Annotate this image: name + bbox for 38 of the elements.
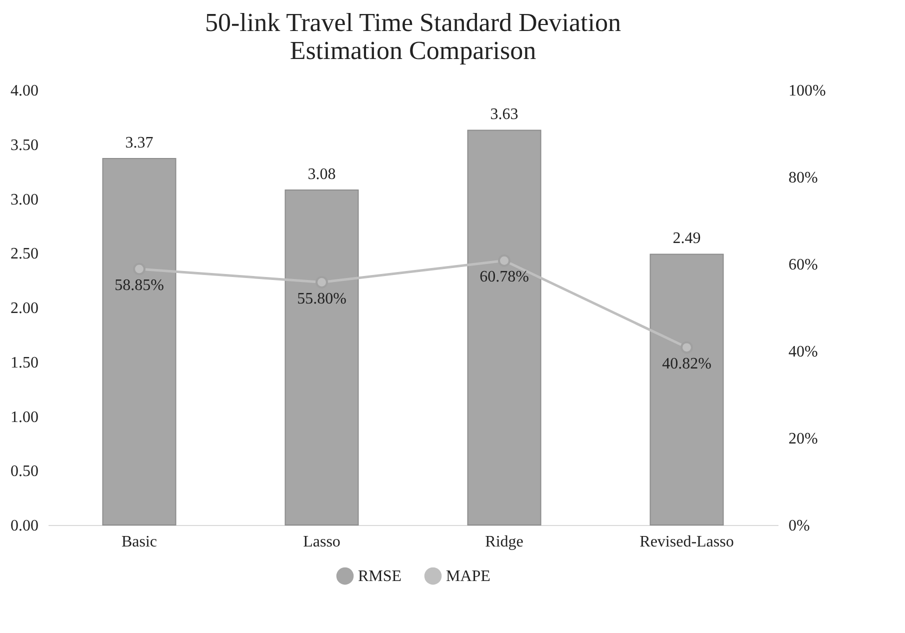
y-tick-label: 4.00 xyxy=(10,82,38,100)
point xyxy=(133,262,146,276)
y-tick-label: 2.50 xyxy=(10,246,38,263)
y-tick-label: 2.00 xyxy=(10,300,38,317)
y2-tick-label: 40% xyxy=(788,344,818,360)
bar xyxy=(284,190,359,526)
y-tick-label: 3.50 xyxy=(10,136,38,154)
chart-title: 50-link Travel Time Standard Deviation Estimation Comparison xyxy=(205,8,621,65)
data-label: 55.80% xyxy=(297,290,346,308)
y-tick-label: 3.00 xyxy=(10,191,38,208)
x-tick-label: Basic xyxy=(121,534,158,550)
x-tick-label: Ridge xyxy=(485,534,524,550)
bar xyxy=(102,158,176,526)
data-label: 40.82% xyxy=(662,355,712,372)
y2-tick-label: 80% xyxy=(788,170,818,186)
legend-label: MAPE xyxy=(446,568,490,586)
data-label: 3.08 xyxy=(308,166,336,184)
bar xyxy=(467,130,542,526)
x-tick-label: Revised-Lasso xyxy=(640,534,734,550)
data-label: 60.78% xyxy=(480,268,529,286)
point xyxy=(680,341,693,354)
y2-tick-label: 0% xyxy=(788,518,810,534)
y2-tick-label: 60% xyxy=(788,256,818,274)
data-label: 3.37 xyxy=(125,134,154,152)
data-label: 3.63 xyxy=(490,106,518,124)
x-tick-label: Lasso xyxy=(303,534,340,550)
data-label: 2.49 xyxy=(672,230,701,248)
y-tick-label: 1.00 xyxy=(10,408,38,426)
y2-tick-label: 100% xyxy=(788,82,826,100)
point xyxy=(316,276,328,289)
y2-tick-label: 20% xyxy=(788,430,818,448)
y-tick-label: 0.00 xyxy=(10,518,38,534)
legend-label: RMSE xyxy=(358,568,402,586)
data-label: 58.85% xyxy=(114,277,164,294)
y-tick-label: 0.50 xyxy=(10,463,38,480)
bar xyxy=(650,254,724,526)
y-tick-label: 1.50 xyxy=(10,354,38,372)
point xyxy=(498,254,510,267)
